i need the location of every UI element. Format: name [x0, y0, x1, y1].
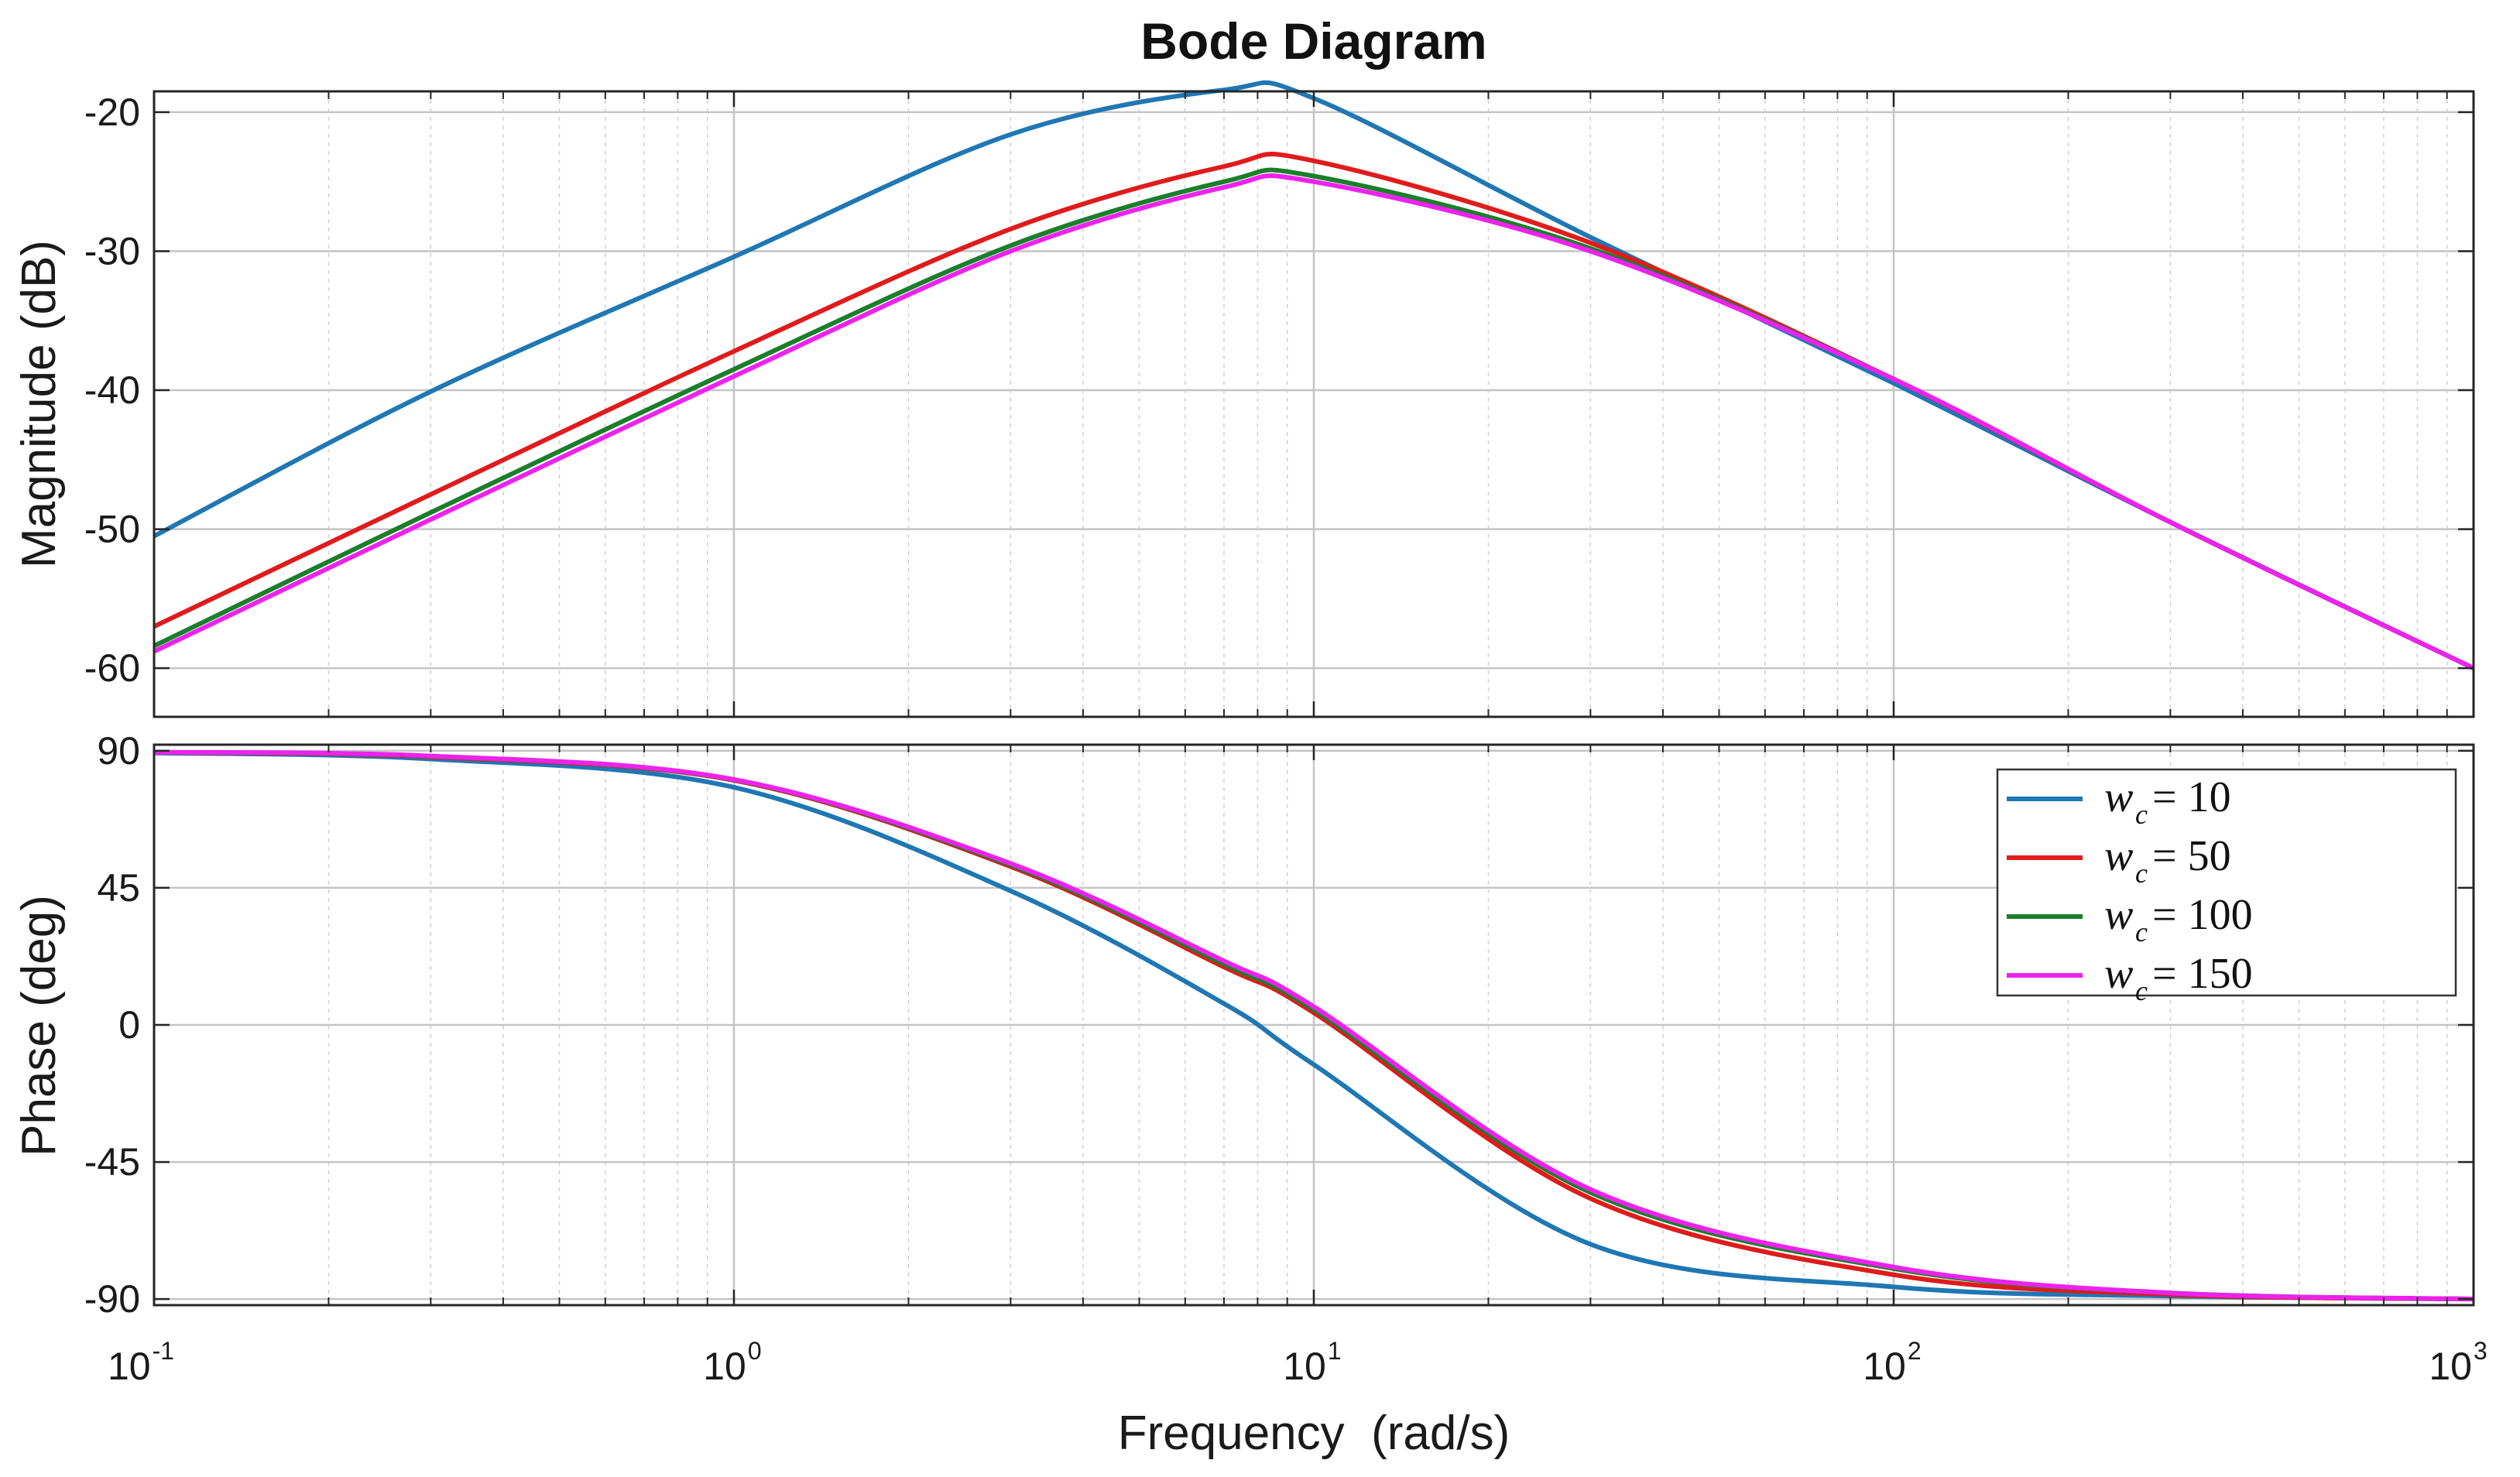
y-tick-label: -45: [84, 1140, 140, 1184]
x-tick-label: 10 0: [703, 1337, 761, 1388]
phase-axis-label: Phase (deg): [12, 895, 66, 1157]
x-tick-label: 10 2: [1863, 1337, 1921, 1388]
y-tick-label: 45: [97, 866, 140, 910]
phase-series-wc-10: [153, 750, 2474, 1302]
svg-text:10: 10: [2429, 1345, 2472, 1388]
phase-series-wc-150: [153, 749, 2474, 1302]
svg-text:c: c: [2135, 858, 2148, 889]
phase-tick-labels: 90 45 0 -45 -90: [84, 729, 140, 1321]
x-tick-label: 10 -1: [108, 1337, 174, 1388]
legend-label: w: [2104, 773, 2133, 821]
svg-text:3: 3: [2474, 1337, 2487, 1365]
svg-text:10: 10: [1283, 1345, 1326, 1388]
svg-text:= 100: = 100: [2152, 891, 2253, 939]
legend-label: w: [2104, 950, 2133, 998]
y-tick-label: -60: [84, 646, 140, 690]
svg-text:c: c: [2135, 799, 2148, 830]
y-tick-label: -50: [84, 508, 140, 551]
legend-label: w: [2104, 891, 2133, 939]
x-tick-label: 10 3: [2429, 1337, 2487, 1388]
x-tick-label: 10 1: [1283, 1337, 1341, 1388]
y-tick-label: 90: [97, 729, 140, 773]
chart-title: Bode Diagram: [1140, 12, 1486, 70]
svg-text:= 10: = 10: [2152, 773, 2231, 821]
svg-text:1: 1: [1328, 1337, 1342, 1365]
svg-text:10: 10: [1863, 1345, 1906, 1388]
svg-text:10: 10: [703, 1345, 746, 1388]
svg-text:c: c: [2135, 917, 2148, 948]
frequency-axis-label: Frequency (rad/s): [1118, 1407, 1510, 1460]
y-tick-label: -40: [84, 368, 140, 412]
svg-text:= 150: = 150: [2152, 950, 2253, 998]
phase-curves: [153, 749, 2474, 1302]
magnitude-tick-labels: -20 -30 -40 -50 -60: [84, 91, 140, 690]
svg-text:= 50: = 50: [2152, 832, 2231, 880]
svg-text:10: 10: [108, 1345, 151, 1388]
y-tick-label: 0: [118, 1003, 140, 1047]
magnitude-plot: -20 -30 -40 -50 -60: [84, 80, 2475, 718]
magnitude-tick-marks: [154, 91, 2474, 717]
svg-text:0: 0: [748, 1337, 762, 1365]
magnitude-series-wc-150: [153, 173, 2475, 670]
svg-text:-1: -1: [153, 1337, 174, 1365]
magnitude-axis-label: Magnitude (dB): [12, 240, 66, 568]
y-tick-label: -90: [84, 1277, 140, 1321]
legend-box: [1996, 768, 2457, 997]
phase-tick-marks: [154, 745, 2474, 1305]
magnitude-curves: [153, 80, 2475, 670]
svg-text:c: c: [2135, 975, 2148, 1006]
y-tick-label: -20: [84, 91, 140, 134]
y-tick-label: -30: [84, 229, 140, 272]
legend-label: w: [2104, 832, 2133, 880]
frequency-tick-labels: 10 -1 10 0 10 1 10 2 10 3: [108, 1337, 2487, 1388]
svg-text:2: 2: [1908, 1337, 1922, 1365]
